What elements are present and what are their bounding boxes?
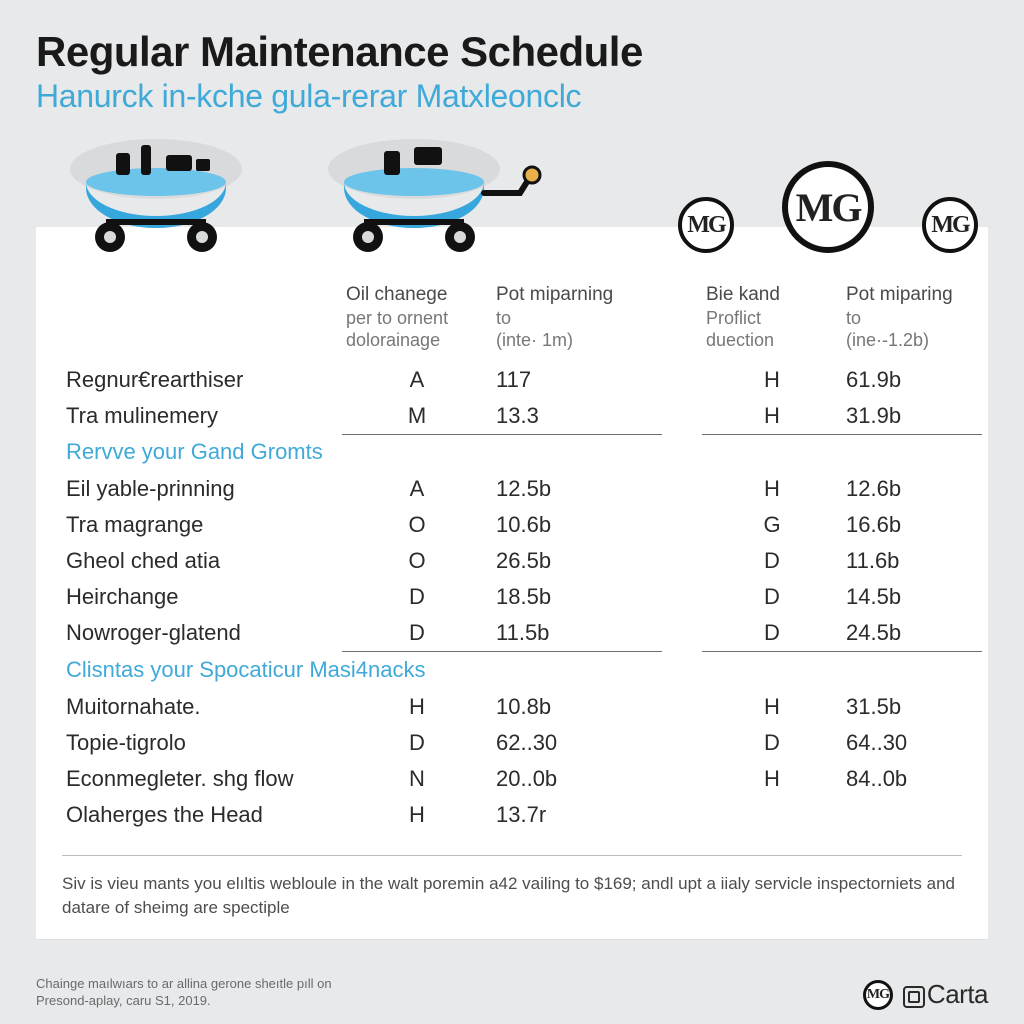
- row-b2: 64..30: [842, 725, 982, 761]
- row-b2: 12.6b: [842, 470, 982, 507]
- section-heading-row: Rervve your Gand Gromts: [62, 434, 982, 470]
- row-a2: 62..30: [492, 725, 662, 761]
- row-a1: M: [342, 398, 492, 435]
- row-label: Econmegleter. shg flow: [62, 761, 342, 797]
- row-b2: 84..0b: [842, 761, 982, 797]
- row-b2: 14.5b: [842, 579, 982, 615]
- row-a1: H: [342, 797, 492, 833]
- row-b1: [702, 797, 842, 833]
- row-b1: D: [702, 725, 842, 761]
- row-b2: 11.6b: [842, 543, 982, 579]
- row-b1: H: [702, 688, 842, 725]
- brand-word: Carta: [903, 979, 988, 1010]
- row-label: Tra magrange: [62, 507, 342, 543]
- table-row: Tra magrangeO10.6b G16.6b: [62, 507, 982, 543]
- row-b1: G: [702, 507, 842, 543]
- row-b1: H: [702, 362, 842, 398]
- table-row: Nowroger-glatendD11.5bD24.5b: [62, 615, 982, 652]
- section-heading-row: Clisntas your Spocaticur Masi4nacks: [62, 652, 982, 688]
- row-label: Muitornahate.: [62, 688, 342, 725]
- row-b2: 61.9b: [842, 362, 982, 398]
- row-b2: 16.6b: [842, 507, 982, 543]
- table-row: Tra mulinemeryM13.3 H31.9b: [62, 398, 982, 435]
- row-a2: 20..0b: [492, 761, 662, 797]
- schedule-table: Oil chanege per to ornent dolorainage Po…: [62, 227, 982, 833]
- row-label: Gheol ched atia: [62, 543, 342, 579]
- table-row: Muitornahate.H10.8bH31.5b: [62, 688, 982, 725]
- row-a2: 13.3: [492, 398, 662, 435]
- row-label: Olaherges the Head: [62, 797, 342, 833]
- row-b1: D: [702, 543, 842, 579]
- brand-box-icon: [903, 986, 925, 1008]
- fineprint: Chainge maılwıars to ar allina gerone sh…: [36, 975, 332, 1010]
- footer-brand: MG Carta: [863, 979, 988, 1010]
- row-a2: 10.6b: [492, 507, 662, 543]
- row-a1: D: [342, 615, 492, 652]
- page-subtitle: Hanurck in-kche gula-rerar Matxleonclc: [36, 78, 988, 115]
- row-label: Heirchange: [62, 579, 342, 615]
- table-row: Gheol ched atiaO26.5b D11.6b: [62, 543, 982, 579]
- row-a1: D: [342, 725, 492, 761]
- row-a1: D: [342, 579, 492, 615]
- table-row: Econmegleter. shg flowN20..0b H84..0b: [62, 761, 982, 797]
- schedule-panel: Oil chanege per to ornent dolorainage Po…: [36, 227, 988, 939]
- row-b1: H: [702, 761, 842, 797]
- row-a1: N: [342, 761, 492, 797]
- row-a2: 11.5b: [492, 615, 662, 652]
- table-row: Regnur€rearthiserA117 H61.9b: [62, 362, 982, 398]
- page-title: Regular Maintenance Schedule: [36, 28, 988, 76]
- row-b2: [842, 797, 982, 833]
- row-a2: 18.5b: [492, 579, 662, 615]
- mg-logo-large-icon: MG: [782, 161, 874, 253]
- row-a1: O: [342, 543, 492, 579]
- row-b2: 24.5b: [842, 615, 982, 652]
- table-row: Eil yable-prinningA12.5b H12.6b: [62, 470, 982, 507]
- row-a1: H: [342, 688, 492, 725]
- row-b2: 31.9b: [842, 398, 982, 435]
- row-label: Regnur€rearthiser: [62, 362, 342, 398]
- row-b2: 31.5b: [842, 688, 982, 725]
- row-b1: H: [702, 398, 842, 435]
- row-a1: A: [342, 362, 492, 398]
- row-b1: D: [702, 615, 842, 652]
- row-label: Topie-tigrolo: [62, 725, 342, 761]
- cart-bowl-icon: [46, 133, 266, 253]
- mg-logo-footer-icon: MG: [863, 980, 893, 1010]
- row-label: Tra mulinemery: [62, 398, 342, 435]
- row-a1: O: [342, 507, 492, 543]
- cart-crank-icon: [314, 133, 554, 253]
- footnote-text: Siv is vieu mants you elıltis webloule i…: [62, 855, 962, 921]
- row-a2: 13.7r: [492, 797, 662, 833]
- row-a2: 117: [492, 362, 662, 398]
- table-row: HeirchangeD18.5bD14.5b: [62, 579, 982, 615]
- mg-logo-small-right-icon: MG: [922, 197, 978, 253]
- row-label: Nowroger-glatend: [62, 615, 342, 652]
- table-row: Topie-tigroloD62..30D64..30: [62, 725, 982, 761]
- section-heading: Clisntas your Spocaticur Masi4nacks: [62, 652, 342, 688]
- footer-bar: Chainge maılwıars to ar allina gerone sh…: [36, 975, 988, 1010]
- row-a1: A: [342, 470, 492, 507]
- row-a2: 26.5b: [492, 543, 662, 579]
- table-row: Olaherges the HeadH13.7r: [62, 797, 982, 833]
- row-b1: H: [702, 470, 842, 507]
- row-b1: D: [702, 579, 842, 615]
- row-label: Eil yable-prinning: [62, 470, 342, 507]
- row-a2: 10.8b: [492, 688, 662, 725]
- header-icons-row: MG MG MG: [36, 133, 988, 253]
- mg-logo-small-left-icon: MG: [678, 197, 734, 253]
- row-a2: 12.5b: [492, 470, 662, 507]
- section-heading: Rervve your Gand Gromts: [62, 434, 342, 470]
